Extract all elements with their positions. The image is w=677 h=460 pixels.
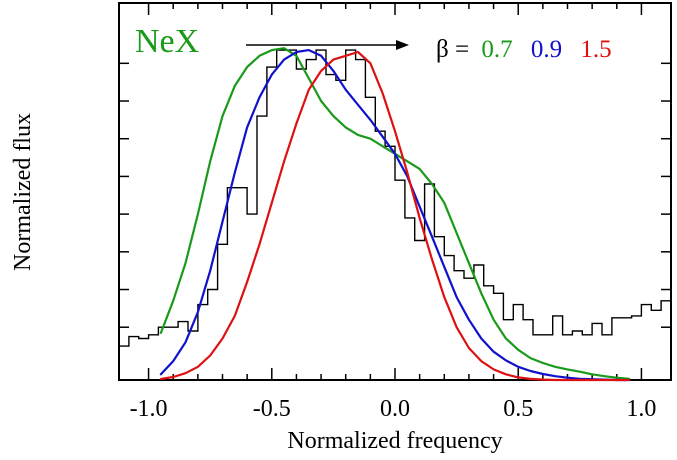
x-tick-label: -1.0 <box>130 396 168 422</box>
model-curve-beta-0.7 <box>159 47 631 380</box>
legend: β = 0.7 0.9 1.5 <box>436 36 612 63</box>
model-curve-beta-0.9 <box>159 49 631 382</box>
legend-entry-0.7: 0.7 <box>481 36 512 63</box>
x-tick-label: 0.0 <box>380 396 410 422</box>
observed-histogram <box>119 49 671 347</box>
ion-label: NeX <box>135 23 199 60</box>
x-axis-label: Normalized frequency <box>287 428 502 454</box>
arrow-head <box>396 40 409 50</box>
x-tick-label: -0.5 <box>253 396 291 422</box>
plot-layer <box>119 47 671 382</box>
axis-ticks <box>119 3 671 380</box>
legend-entry-0.9: 0.9 <box>531 36 562 63</box>
x-tick-labels: -1.0 -0.5 0.0 0.5 1.0 <box>130 396 657 422</box>
y-axis-label: Normalized flux <box>10 113 36 271</box>
model-curve-beta-1.5 <box>159 50 631 382</box>
x-tick-label: 0.5 <box>503 396 533 422</box>
x-tick-label: 1.0 <box>626 396 656 422</box>
legend-entry-1.5: 1.5 <box>580 36 611 63</box>
legend-prefix: β = <box>436 36 469 63</box>
